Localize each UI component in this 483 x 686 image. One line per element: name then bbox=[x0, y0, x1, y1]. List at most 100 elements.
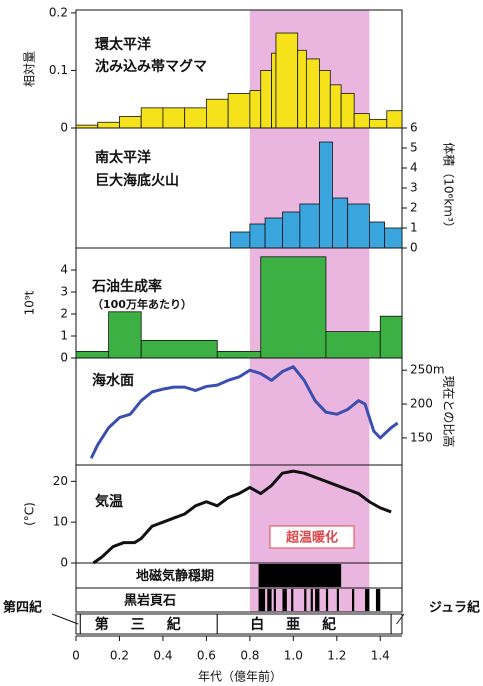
bar bbox=[184, 107, 207, 129]
bar bbox=[271, 52, 277, 129]
bar bbox=[162, 107, 186, 129]
x-tick-label: 1.0 bbox=[284, 649, 303, 663]
y-tick-label: 3 bbox=[410, 181, 418, 195]
bar bbox=[97, 121, 120, 129]
range bbox=[273, 589, 276, 611]
y-tick-label: 150 bbox=[410, 430, 433, 444]
bar bbox=[216, 350, 262, 359]
panel-title: 巨大海底火山 bbox=[95, 172, 179, 189]
x-tick-label: 0.6 bbox=[197, 649, 216, 663]
x-tick-label: 0.2 bbox=[110, 649, 129, 663]
y-tick-label: 250m bbox=[410, 363, 445, 377]
y-tick-label: 0 bbox=[410, 241, 418, 255]
y-tick-label: 0.1 bbox=[49, 63, 68, 77]
y-tick-label: 20 bbox=[53, 474, 68, 488]
y-tick-label: 0 bbox=[60, 556, 68, 570]
row-label: 地磁気静穏期 bbox=[136, 568, 214, 584]
bar bbox=[325, 331, 381, 359]
y-tick-label: 2 bbox=[410, 201, 418, 215]
range bbox=[291, 589, 294, 611]
line bbox=[92, 469, 392, 565]
bar bbox=[353, 113, 370, 129]
bar bbox=[368, 118, 388, 129]
panel-title: 石油生成率 bbox=[91, 278, 162, 295]
range bbox=[375, 589, 381, 611]
y-tick-label: 0 bbox=[60, 121, 68, 135]
bar bbox=[368, 221, 386, 249]
x-tick-label: 1.2 bbox=[327, 649, 346, 663]
bar bbox=[140, 107, 164, 129]
period bbox=[390, 613, 403, 635]
bar bbox=[229, 231, 251, 249]
bar bbox=[332, 197, 349, 249]
y-tick-label: 4 bbox=[60, 263, 68, 277]
x-axis-label: 年代（億年前） bbox=[198, 669, 282, 684]
period-label: 第四紀 bbox=[3, 600, 42, 616]
bar bbox=[227, 93, 251, 129]
bar bbox=[260, 256, 327, 359]
x-tick-label: 1.4 bbox=[371, 649, 390, 663]
bar bbox=[264, 217, 283, 249]
bar bbox=[275, 32, 299, 129]
bar bbox=[319, 70, 331, 129]
y-tick-label: 4 bbox=[410, 161, 418, 175]
range bbox=[258, 589, 266, 611]
bar bbox=[205, 98, 229, 129]
range bbox=[282, 589, 287, 611]
range bbox=[365, 589, 370, 611]
range bbox=[304, 589, 307, 611]
y-tick-label: 1 bbox=[410, 221, 418, 235]
x-tick-label: 0 bbox=[72, 649, 80, 663]
bar bbox=[140, 339, 218, 359]
y-axis-label: 相対量 bbox=[23, 51, 37, 87]
y-axis-label: 10⁹t bbox=[23, 290, 37, 315]
y-tick-label: 2 bbox=[60, 307, 68, 321]
bar bbox=[299, 203, 320, 249]
y-tick-label: 0 bbox=[60, 351, 68, 365]
panel-title: （100万年あたり） bbox=[92, 297, 192, 311]
bar bbox=[319, 141, 333, 249]
panel-title: 南太平洋 bbox=[95, 149, 151, 166]
bar bbox=[249, 223, 266, 249]
x-tick-label: 0.8 bbox=[240, 649, 259, 663]
bar bbox=[282, 211, 301, 249]
range bbox=[336, 589, 339, 611]
bar bbox=[297, 49, 307, 129]
panel-title: 気温 bbox=[95, 493, 123, 510]
range bbox=[310, 589, 313, 611]
bar bbox=[108, 311, 142, 359]
y-tick-label: 3 bbox=[60, 285, 68, 299]
bar bbox=[260, 70, 273, 129]
range bbox=[258, 564, 342, 587]
bar bbox=[379, 315, 403, 359]
panel-title: 海水面 bbox=[92, 372, 134, 389]
line bbox=[89, 365, 399, 459]
annotation: 超温暖化 bbox=[286, 530, 338, 546]
bar bbox=[340, 93, 355, 129]
period-pointer bbox=[51, 613, 79, 625]
range bbox=[325, 589, 329, 611]
row-label: 黒岩頁石 bbox=[124, 593, 176, 609]
annotation-box bbox=[269, 525, 355, 549]
bar bbox=[305, 58, 320, 129]
x-tick-label: 0.4 bbox=[153, 649, 172, 663]
range bbox=[267, 589, 272, 611]
y-tick-label: 10 bbox=[53, 515, 68, 529]
period-label: 第三紀 bbox=[95, 616, 203, 633]
bar bbox=[329, 84, 342, 129]
bar bbox=[249, 90, 262, 129]
y-tick-label: 6 bbox=[410, 121, 418, 135]
period-label: ジュラ紀 bbox=[429, 600, 480, 616]
bar bbox=[386, 110, 403, 129]
panel-title: 沈み込み帯マグマ bbox=[95, 58, 207, 75]
panel-title: 環太平洋 bbox=[95, 36, 151, 53]
y-tick-label: 1 bbox=[60, 329, 68, 343]
range bbox=[315, 589, 320, 611]
bar bbox=[119, 116, 142, 129]
y-tick-label: 0.2 bbox=[49, 5, 68, 19]
y-tick-label: 5 bbox=[410, 141, 418, 155]
y-tick-label: 200 bbox=[410, 397, 433, 411]
y-axis-label: 体積（10⁶km³） bbox=[442, 142, 457, 234]
